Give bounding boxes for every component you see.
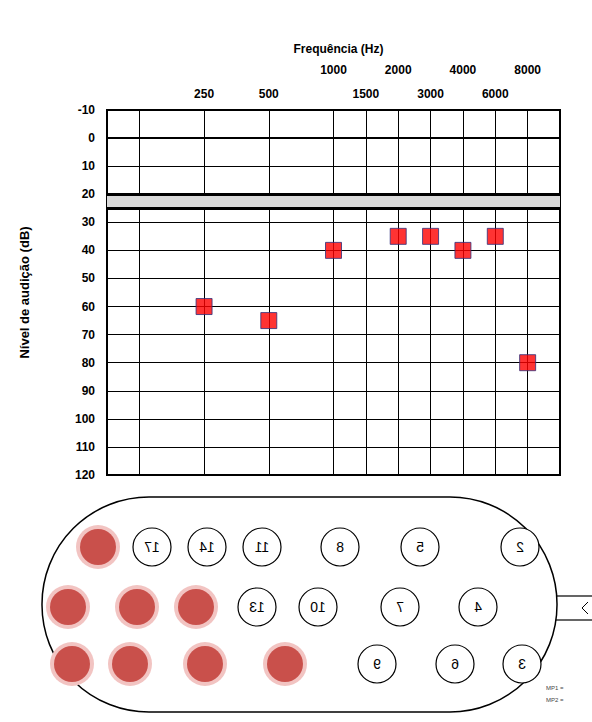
- svg-text:80: 80: [82, 356, 96, 370]
- svg-text:0: 0: [88, 131, 95, 145]
- svg-text:30: 30: [82, 215, 96, 229]
- svg-text:50: 50: [82, 271, 96, 285]
- svg-text:2: 2: [516, 539, 524, 555]
- svg-text:250: 250: [194, 87, 214, 101]
- svg-text:MP1 =: MP1 =: [546, 685, 564, 691]
- svg-text:3000: 3000: [417, 87, 444, 101]
- svg-text:4000: 4000: [450, 63, 477, 77]
- svg-text:Nível de audição (dB): Nível de audição (dB): [17, 226, 32, 358]
- svg-text:1000: 1000: [320, 63, 347, 77]
- svg-text:90: 90: [82, 384, 96, 398]
- svg-text:10: 10: [310, 599, 326, 615]
- svg-text:6000: 6000: [482, 87, 509, 101]
- svg-text:6: 6: [451, 656, 459, 672]
- svg-text:9: 9: [373, 656, 381, 672]
- svg-text:100: 100: [75, 412, 95, 426]
- svg-text:14: 14: [199, 539, 215, 555]
- svg-text:4: 4: [474, 599, 482, 615]
- svg-text:MP2 =: MP2 =: [546, 697, 564, 703]
- svg-text:13: 13: [249, 599, 265, 615]
- svg-text:17: 17: [144, 539, 160, 555]
- svg-text:60: 60: [82, 300, 96, 314]
- svg-text:40: 40: [82, 243, 96, 257]
- svg-text:5: 5: [416, 539, 424, 555]
- svg-text:8: 8: [336, 539, 344, 555]
- svg-text:3: 3: [518, 656, 526, 672]
- svg-text:1500: 1500: [353, 87, 380, 101]
- svg-text:110: 110: [76, 440, 96, 454]
- svg-text:11: 11: [255, 539, 270, 555]
- svg-text:8000: 8000: [514, 63, 541, 77]
- svg-text:10: 10: [82, 159, 96, 173]
- svg-text:2000: 2000: [385, 63, 412, 77]
- svg-text:7: 7: [396, 599, 404, 615]
- svg-text:Frequência (Hz): Frequência (Hz): [293, 42, 383, 56]
- svg-text:500: 500: [259, 87, 279, 101]
- svg-text:70: 70: [82, 328, 96, 342]
- svg-text:20: 20: [82, 187, 96, 201]
- svg-text:-10: -10: [78, 103, 96, 117]
- svg-text:120: 120: [75, 468, 95, 482]
